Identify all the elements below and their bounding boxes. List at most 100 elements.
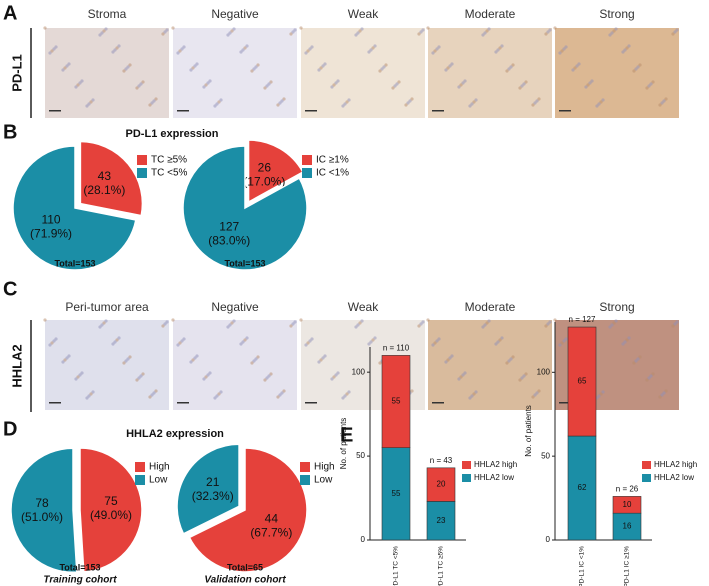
- micrograph-texture: [80, 371, 84, 375]
- micrograph-texture: [117, 336, 121, 340]
- column-label: Strong: [599, 300, 634, 314]
- micrograph-texture: [263, 86, 267, 90]
- scale-bar: [305, 110, 317, 112]
- micrograph-texture: [533, 101, 537, 105]
- micrograph-texture: [161, 32, 165, 36]
- micrograph-texture: [614, 27, 618, 31]
- micrograph-texture: [171, 318, 175, 322]
- slice-label: 44 (67.7%): [250, 512, 292, 540]
- micrograph-texture: [100, 323, 104, 327]
- micrograph-texture: [78, 373, 82, 377]
- micrograph-texture: [317, 68, 321, 72]
- scale-bar: [559, 110, 571, 112]
- micrograph-texture: [610, 31, 614, 35]
- micrograph-texture: [431, 343, 435, 347]
- micrograph-texture: [243, 46, 247, 50]
- micrograph-texture: [507, 359, 511, 363]
- micrograph-texture: [382, 65, 386, 69]
- scale-bar: [432, 110, 444, 112]
- micrograph-texture: [524, 372, 528, 376]
- micrograph-texture: [500, 336, 504, 340]
- micrograph-texture: [126, 357, 130, 361]
- micrograph-texture: [189, 360, 193, 364]
- micrograph-texture: [410, 389, 414, 393]
- micrograph-texture: [649, 374, 653, 378]
- micrograph-texture: [191, 358, 195, 362]
- micrograph-texture: [230, 29, 234, 33]
- micrograph-texture: [675, 28, 679, 32]
- micrograph-texture: [595, 104, 599, 108]
- micrograph-texture: [417, 324, 421, 328]
- micrograph-texture: [378, 69, 382, 73]
- micrograph-texture: [319, 358, 323, 362]
- chart-title: PD-L1 expression: [126, 128, 219, 140]
- micrograph-texture: [50, 49, 54, 53]
- micrograph-texture: [299, 318, 303, 322]
- micrograph-texture: [291, 30, 295, 34]
- micrograph-texture: [461, 81, 465, 85]
- micrograph-texture: [463, 79, 467, 83]
- micrograph-texture: [126, 65, 130, 69]
- micrograph-texture: [137, 376, 141, 380]
- slice-label: 26 (17.0%): [243, 160, 285, 188]
- bar-segment: [381, 355, 411, 448]
- micrograph-texture: [511, 63, 515, 67]
- micrograph-texture: [621, 50, 625, 54]
- micrograph-texture: [113, 340, 117, 344]
- micrograph-texture: [148, 103, 152, 107]
- micrograph-texture: [625, 46, 629, 50]
- micrograph-texture: [347, 390, 351, 394]
- micrograph-texture: [647, 84, 651, 88]
- y-tick-label: 50: [541, 451, 550, 460]
- legend-label: Low: [314, 475, 333, 486]
- legend-swatch: [642, 474, 651, 482]
- micrograph-texture: [496, 340, 500, 344]
- micrograph-texture: [608, 325, 612, 329]
- scale-bar: [432, 402, 444, 404]
- panel-letter: C: [3, 278, 17, 300]
- micrograph-texture: [193, 356, 197, 360]
- micrograph-texture: [278, 393, 282, 397]
- micrograph-texture: [323, 62, 327, 66]
- micrograph-texture: [664, 389, 668, 393]
- micrograph-texture: [404, 103, 408, 107]
- micrograph-texture: [590, 79, 594, 83]
- y-axis-label: No. of patients: [339, 418, 348, 470]
- micrograph-texture: [178, 49, 182, 53]
- chart-title: HHLA2 expression: [126, 428, 224, 440]
- micrograph-texture: [518, 86, 522, 90]
- micrograph-texture: [76, 375, 80, 379]
- micrograph-texture: [448, 356, 452, 360]
- micrograph-texture: [651, 80, 655, 84]
- scale-bar: [177, 110, 189, 112]
- micrograph-texture: [289, 32, 293, 36]
- micrograph-texture: [163, 30, 167, 34]
- micrograph-texture: [520, 376, 524, 380]
- micrograph-texture: [213, 396, 217, 400]
- micrograph-texture: [419, 322, 423, 326]
- micrograph-texture: [645, 378, 649, 382]
- micrograph-texture: [470, 102, 474, 106]
- micrograph-texture: [204, 375, 208, 379]
- micrograph-texture: [48, 343, 52, 347]
- slice-label: 78 (51.0%): [21, 496, 63, 524]
- pie-slice: [182, 145, 308, 271]
- micrograph-texture: [356, 323, 360, 327]
- micrograph-texture: [282, 97, 286, 101]
- micrograph-texture: [78, 81, 82, 85]
- micrograph-texture: [304, 51, 308, 55]
- micrograph-texture: [122, 69, 126, 73]
- micrograph-texture: [152, 391, 156, 395]
- micrograph-texture: [48, 51, 52, 55]
- micrograph-texture: [289, 324, 293, 328]
- micrograph-texture: [154, 97, 158, 101]
- legend-swatch: [300, 462, 310, 472]
- micrograph-texture: [638, 355, 642, 359]
- micrograph-texture: [457, 377, 461, 381]
- micrograph-texture: [334, 81, 338, 85]
- micrograph-texture: [202, 377, 206, 381]
- micrograph-texture: [91, 98, 95, 102]
- micrograph-texture: [634, 359, 638, 363]
- micrograph-texture: [500, 44, 504, 48]
- micrograph-texture: [553, 26, 557, 30]
